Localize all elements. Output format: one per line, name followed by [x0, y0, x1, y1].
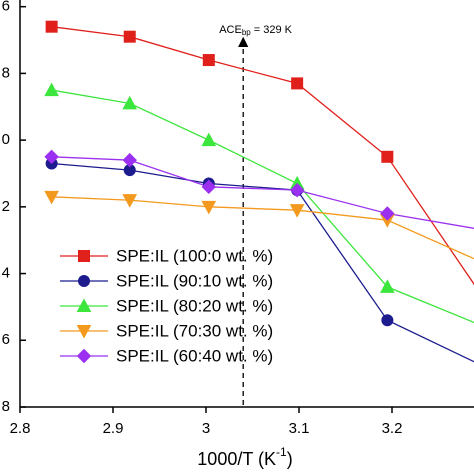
x-tick-label: 2.8	[10, 420, 31, 437]
annotation-rest: = 329 K	[251, 24, 293, 36]
legend-marker	[76, 298, 92, 312]
y-tick-label: 0	[2, 131, 10, 148]
marker	[381, 150, 394, 163]
y-tick-label: 6	[2, 0, 10, 15]
legend-marker	[78, 250, 90, 262]
y-tick-label: 8	[2, 64, 10, 81]
legend-label: SPE:IL (80:20 wt. %)	[116, 296, 273, 315]
marker	[291, 77, 304, 90]
marker	[201, 179, 216, 195]
marker	[45, 20, 58, 33]
legend-label: SPE:IL (100:0 wt. %)	[116, 246, 273, 265]
marker	[44, 149, 59, 165]
x-tick-label: 3.1	[289, 420, 310, 437]
marker	[122, 95, 138, 110]
marker	[123, 30, 136, 43]
legend-label: SPE:IL (60:40 wt. %)	[116, 346, 273, 365]
series-line	[51, 162, 474, 363]
y-tick-label: 8	[2, 398, 10, 415]
annotation: ACEbp = 329 K	[219, 24, 292, 37]
marker	[122, 152, 137, 168]
x-axis-label: 1000/T (K-1)	[197, 445, 292, 469]
marker	[44, 190, 59, 205]
legend-label: SPE:IL (90:10 wt. %)	[116, 271, 273, 290]
y-tick-label: 4	[2, 265, 10, 282]
legend-marker	[78, 275, 90, 287]
series-line	[51, 156, 474, 229]
x-tick-label: 3.2	[382, 420, 403, 437]
marker	[201, 200, 217, 215]
marker	[289, 204, 305, 218]
marker	[381, 314, 394, 327]
series-line	[51, 89, 474, 324]
marker	[201, 132, 217, 147]
annotation-sub: bp	[242, 28, 251, 37]
marker	[122, 194, 138, 208]
legend-marker	[76, 348, 92, 364]
legend-label: SPE:IL (70:30 wt. %)	[116, 321, 273, 340]
marker	[380, 279, 395, 293]
y-tick-label: 6	[2, 331, 10, 348]
legend-marker	[76, 325, 92, 339]
annotation-text: ACE	[219, 24, 242, 36]
marker	[44, 82, 59, 97]
y-tick-label: 2	[2, 198, 10, 215]
x-tick-label: 3	[202, 420, 210, 437]
series-line	[51, 196, 474, 260]
marker	[380, 206, 395, 221]
x-tick-label: 2.9	[103, 420, 124, 437]
marker	[202, 54, 215, 67]
marker	[289, 182, 305, 198]
series-line	[51, 26, 474, 286]
